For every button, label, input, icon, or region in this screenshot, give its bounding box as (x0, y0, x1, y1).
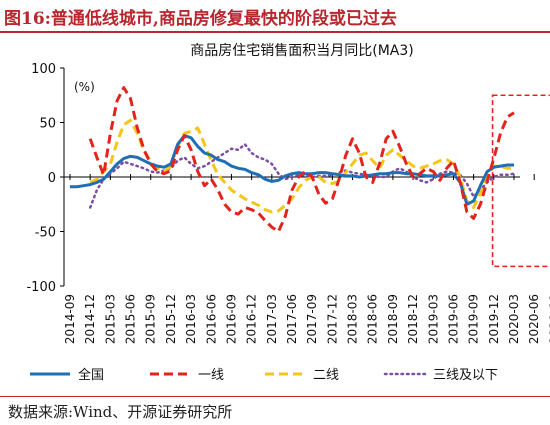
x-tick-label: 2015-12 (164, 294, 178, 344)
data-source-note: 数据来源:Wind、开源证券研究所 (8, 403, 233, 421)
x-tick-label: 2016-03 (184, 294, 198, 344)
x-tick-label: 2016-06 (204, 294, 218, 344)
x-tick-label: 2017-09 (305, 294, 319, 344)
figure-footer: 数据来源:Wind、开源证券研究所 (0, 395, 550, 425)
chart-title: 商品房住宅销售面积当月同比(MA3) (190, 43, 414, 59)
x-tick-label: 2019-03 (426, 294, 440, 344)
legend-label: 三线及以下 (433, 368, 498, 383)
line-chart: 商品房住宅销售面积当月同比(MA3) (%) -100 -50 0 50 100 2014-0… (26, 43, 550, 383)
x-tick-label: 2016-09 (224, 294, 238, 344)
x-tick-label: 2019-06 (446, 294, 460, 344)
x-tick-label: 2018-12 (406, 294, 420, 344)
x-tick-label: 2020-06 (527, 294, 541, 344)
y-tick-label: 100 (31, 62, 56, 77)
x-tick-label: 2014-09 (63, 294, 77, 344)
legend-label: 二线 (313, 368, 339, 383)
legend-label: 一线 (198, 368, 224, 383)
x-tick-label: 2019-12 (487, 294, 501, 344)
y-tick-label: -100 (26, 280, 56, 295)
figure-header: 图16:普通低线城市,商品房修复最快的阶段或已过去 (0, 0, 550, 36)
y-axis-unit: (%) (74, 80, 95, 94)
series-line-1 (88, 86, 515, 233)
y-tick-label: 0 (48, 171, 56, 186)
x-tick-label: 2017-12 (325, 294, 339, 344)
x-tick-label: 2017-03 (265, 294, 279, 344)
x-tick-label: 2016-12 (245, 294, 259, 344)
x-tick-label: 2015-06 (124, 294, 138, 344)
x-tick-label: 2017-06 (285, 294, 299, 344)
y-tick-label: 50 (39, 117, 56, 132)
x-tick-label: 2014-12 (83, 294, 97, 344)
x-tick-label: 2015-09 (144, 294, 158, 344)
x-tick-label: 2018-09 (386, 294, 400, 344)
x-tick-label: 2020-09 (547, 294, 550, 344)
x-tick-label: 2015-03 (103, 294, 117, 344)
highlight-box (491, 94, 550, 268)
series-line-0 (70, 134, 514, 206)
y-tick-label: -50 (35, 226, 56, 241)
x-tick-label: 2018-03 (346, 294, 360, 344)
figure-title: 图16:普通低线城市,商品房修复最快的阶段或已过去 (4, 9, 397, 29)
legend-label: 全国 (78, 367, 104, 383)
x-tick-label: 2018-06 (366, 294, 380, 344)
header-rule (0, 31, 550, 33)
x-tick-label: 2019-09 (467, 294, 481, 344)
footer-rule (0, 396, 550, 397)
x-tick-label: 2020-03 (507, 294, 521, 344)
